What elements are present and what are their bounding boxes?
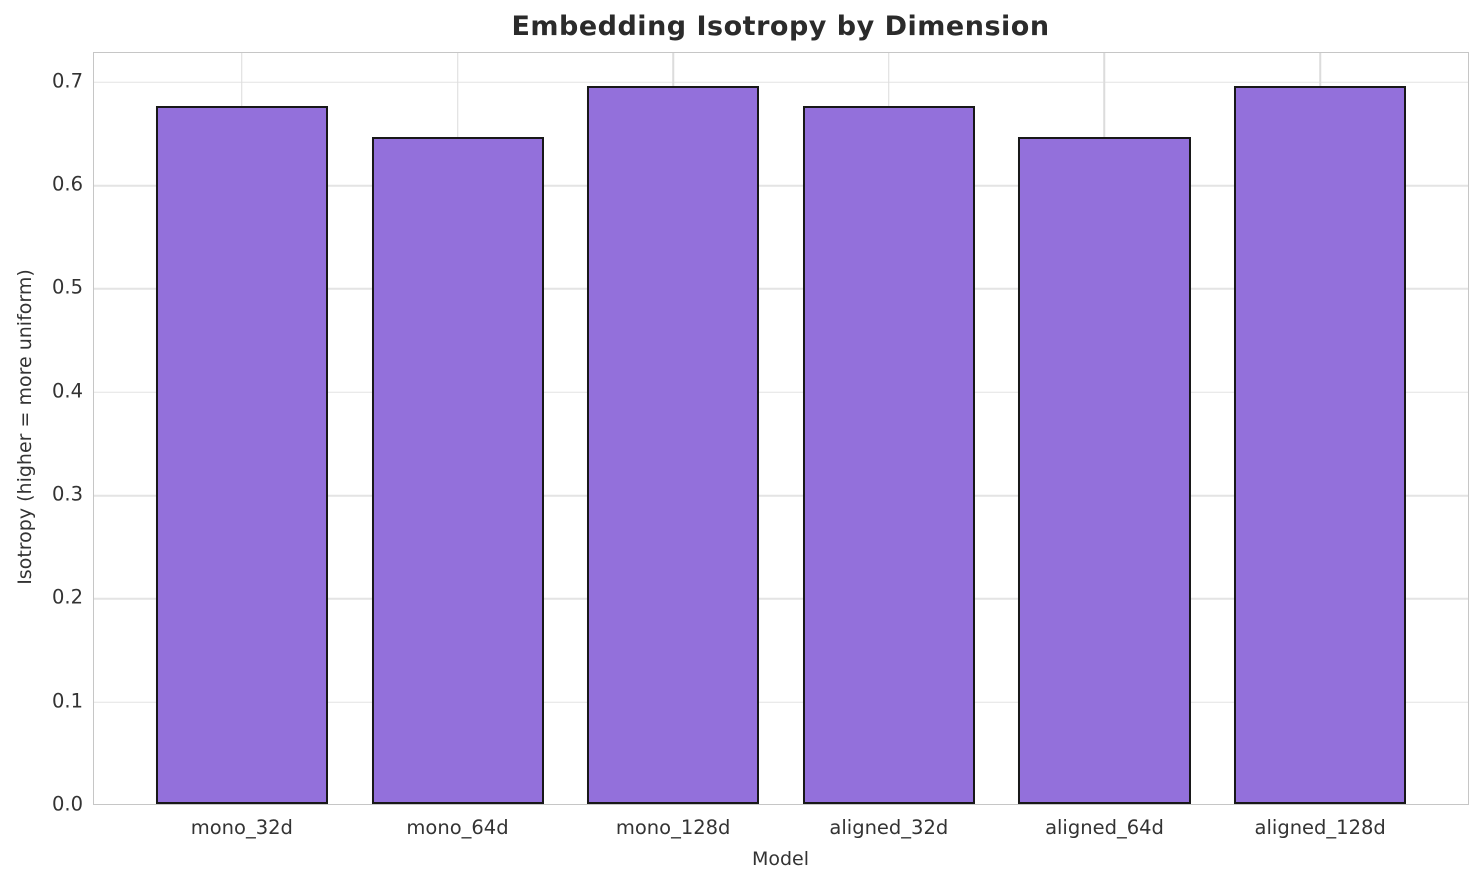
h-gridline: [94, 391, 1468, 394]
x-tick-label-mono_128d: mono_128d: [615, 816, 731, 839]
h-gridline: [94, 701, 1468, 703]
y-tick-label: 0.5: [51, 275, 83, 299]
y-axis-label-text: Isotropy (higher = more uniform): [14, 269, 36, 585]
y-tick-label: 0.1: [51, 689, 83, 713]
bar-mono_64d: [371, 136, 544, 804]
x-tick-label-aligned_32d: aligned_32d: [829, 816, 949, 839]
x-tick-label-mono_32d: mono_32d: [190, 816, 293, 839]
h-gridline: [94, 184, 1468, 187]
h-gridline: [94, 494, 1468, 497]
bar-mono_32d: [155, 105, 328, 804]
h-gridline: [94, 598, 1468, 600]
x-tick-label-aligned_128d: aligned_128d: [1254, 816, 1386, 839]
bar-aligned_64d: [1018, 136, 1191, 804]
bar-mono_128d: [587, 86, 760, 804]
y-tick-label: 0.0: [51, 792, 83, 816]
y-tick-label: 0.3: [51, 482, 83, 506]
plot-area: 0.0 0.1 0.2 0.3 0.4 0.5 0.6 0.7 mono_32d mono_64d…: [52, 52, 1469, 839]
y-tick-label: 0.2: [51, 585, 83, 609]
x-axis-label: Model: [751, 848, 810, 870]
y-tick-label: 0.4: [51, 379, 83, 403]
bar-aligned_128d: [1234, 86, 1407, 804]
h-gridline: [94, 81, 1468, 84]
bar-aligned_32d: [802, 105, 975, 804]
chart-title: Embedding Isotropy by Dimension: [511, 11, 1050, 42]
x-tick-label-aligned_64d: aligned_64d: [1045, 816, 1164, 839]
y-tick-label: 0.7: [51, 69, 83, 93]
x-tick-label-mono_64d: mono_64d: [406, 816, 509, 839]
y-tick-label: 0.6: [51, 172, 83, 196]
h-gridline: [94, 288, 1468, 290]
